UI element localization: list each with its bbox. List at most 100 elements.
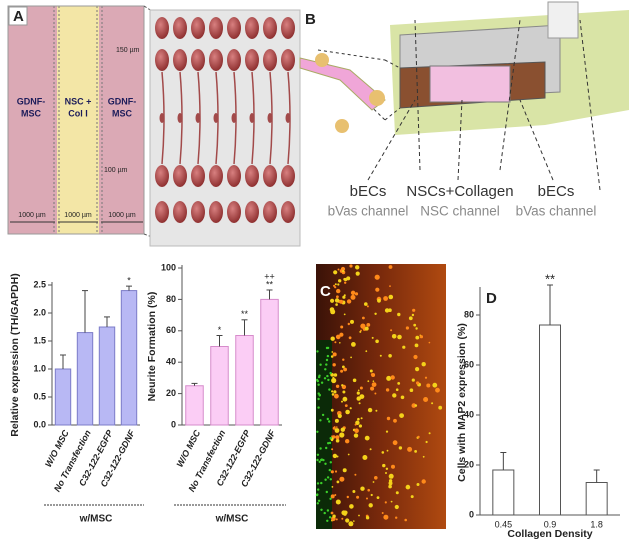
significance: **: [545, 271, 555, 286]
green-signal: [323, 511, 326, 515]
cell: [155, 201, 169, 223]
neuron-signal: [350, 290, 356, 295]
neuron-signal: [393, 418, 397, 423]
neuron-signal: [397, 334, 402, 340]
neuron-signal: [374, 274, 380, 280]
fluorescence-image: [315, 264, 446, 529]
neuron-signal: [339, 299, 344, 304]
cell: [155, 49, 169, 71]
cell: [281, 49, 295, 71]
green-signal: [317, 397, 320, 401]
neuron-signal: [400, 395, 405, 400]
channel-label: bECs: [350, 183, 387, 200]
neuron-signal: [330, 511, 334, 515]
neuron-signal: [388, 473, 394, 479]
neuron-signal: [342, 358, 345, 361]
green-signal: [329, 461, 332, 464]
neuron-signal: [339, 476, 345, 482]
neuron-signal: [330, 298, 335, 303]
cell: [245, 201, 259, 223]
neuron-signal: [432, 382, 438, 388]
group-label: w/MSC: [215, 514, 249, 525]
green-signal: [320, 481, 323, 485]
neuron-signal: [369, 369, 373, 373]
neuron-signal: [330, 408, 334, 412]
dimension: 1000 µm: [64, 212, 92, 219]
neuron-signal: [408, 316, 413, 321]
x-tick-label: 0.45: [495, 519, 513, 529]
green-signal: [327, 442, 330, 445]
neuron-signal: [428, 432, 431, 435]
neuron-signal: [431, 402, 434, 405]
neuron-signal: [332, 514, 336, 518]
neuron-signal: [371, 382, 377, 387]
channel-sub: bVas channel: [328, 204, 409, 219]
neuron-signal: [334, 470, 338, 473]
bar: [539, 324, 561, 516]
green-signal: [316, 430, 319, 433]
neuron-signal: [359, 330, 362, 333]
neuron-signal: [395, 491, 399, 495]
region-label: GDNF-: [108, 96, 137, 106]
neuron-signal: [336, 426, 338, 428]
channel-sub: bVas channel: [516, 204, 597, 219]
bar: [235, 335, 254, 426]
neuron-signal: [426, 383, 431, 388]
neuron-signal: [342, 396, 348, 402]
neuron-signal: [349, 264, 353, 268]
neuron-signal: [424, 376, 428, 379]
neuron-signal: [333, 390, 337, 394]
neuron-signal: [345, 409, 350, 415]
bar: [98, 326, 116, 426]
green-signal: [328, 420, 331, 423]
neuron-signal: [402, 345, 406, 349]
green-signal: [321, 413, 325, 417]
neuron-signal: [414, 404, 418, 407]
neuron-signal: [335, 384, 340, 388]
neuron-signal: [337, 413, 342, 419]
neuron-signal: [330, 470, 334, 474]
channel-label: NSCs+Collagen: [406, 183, 513, 200]
neuron-signal: [334, 494, 337, 496]
callout-line: [367, 19, 601, 191]
neuron-signal: [332, 376, 335, 379]
green-signal: [320, 458, 323, 462]
neuron-signal: [428, 341, 431, 344]
green-signal: [319, 447, 322, 450]
y-tick-label: 40: [464, 409, 474, 419]
neuron-signal: [438, 405, 443, 410]
neuron-signal: [375, 339, 379, 344]
bar: [260, 298, 279, 426]
neuron-signal: [343, 367, 347, 372]
neuron-signal: [334, 393, 339, 399]
neuron-signal: [411, 313, 415, 317]
neuron-signal: [391, 334, 397, 339]
neuron-signal: [374, 392, 377, 395]
mini-port: [369, 90, 385, 106]
neuron-signal: [419, 335, 423, 339]
neuron-signal: [342, 270, 345, 273]
neuron-signal: [374, 476, 378, 480]
neuron-signal: [384, 308, 390, 313]
neuron-signal: [341, 517, 344, 520]
neuron-signal: [335, 518, 338, 521]
neuron-signal: [354, 423, 357, 426]
neuron-signal: [335, 334, 341, 340]
neuron-signal: [372, 380, 375, 383]
cell: [173, 201, 187, 223]
significance: ++: [264, 271, 275, 281]
cell: [209, 49, 223, 71]
green-signal: [317, 488, 320, 491]
neuron-signal: [342, 365, 345, 369]
neuron-signal: [347, 453, 350, 456]
neuron-signal: [333, 270, 338, 275]
neuron-signal: [350, 294, 356, 300]
cell: [231, 113, 237, 123]
green-signal: [316, 458, 319, 462]
significance: *: [127, 275, 131, 285]
green-signal: [324, 478, 327, 481]
neuron-signal: [340, 266, 346, 272]
neuron-signal: [335, 435, 340, 440]
green-signal: [317, 406, 320, 409]
neuron-signal: [353, 433, 359, 438]
